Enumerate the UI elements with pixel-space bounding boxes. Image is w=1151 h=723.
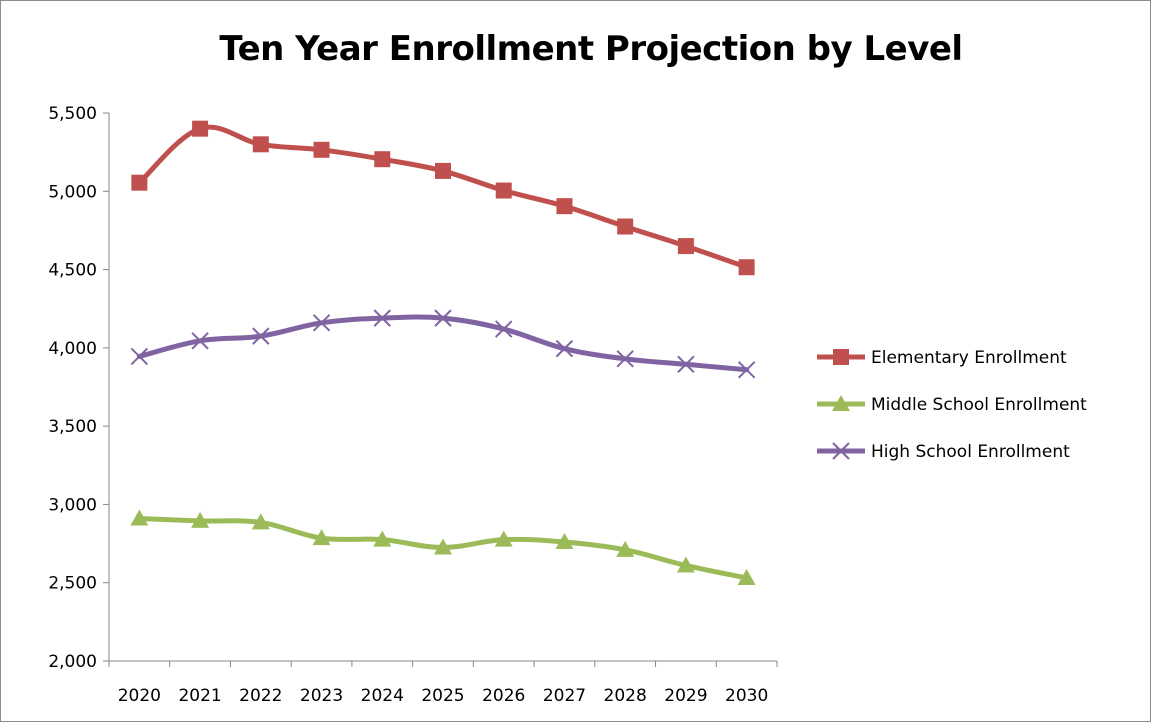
x-tick-label: 2029 — [664, 686, 707, 706]
series-middle-school-enrollment — [130, 509, 756, 586]
y-tick-label: 5,500 — [48, 104, 97, 124]
data-point-high-school-enrollment — [130, 347, 149, 366]
data-point-elementary-enrollment — [677, 238, 694, 255]
y-tick-label: 5,000 — [48, 182, 97, 202]
chart-title: Ten Year Enrollment Projection by Level — [219, 29, 963, 69]
data-point-high-school-enrollment — [312, 314, 331, 332]
x-tick-label: 2030 — [725, 686, 768, 706]
legend-swatch-marker — [833, 349, 849, 365]
data-point-high-school-enrollment — [434, 309, 452, 327]
y-tick-label: 4,500 — [48, 261, 97, 281]
y-tick-label: 3,500 — [48, 417, 97, 437]
data-point-middle-school-enrollment — [251, 513, 270, 530]
data-point-middle-school-enrollment — [737, 569, 756, 586]
data-point-elementary-enrollment — [192, 120, 209, 137]
data-point-middle-school-enrollment — [676, 556, 695, 573]
marker-stroke — [312, 314, 331, 332]
legend: Elementary Enrollment Middle School Enrol… — [817, 348, 1087, 462]
data-point-high-school-enrollment — [373, 309, 391, 327]
x-tick-label: 2020 — [118, 686, 161, 706]
x-tick-label: 2026 — [482, 686, 525, 706]
data-point-middle-school-enrollment — [616, 540, 635, 557]
data-point-elementary-enrollment — [131, 174, 148, 191]
data-point-elementary-enrollment — [617, 218, 634, 235]
data-point-high-school-enrollment — [252, 327, 270, 345]
y-tick-label: 4,000 — [48, 339, 97, 359]
series-line-elementary-enrollment — [136, 124, 750, 270]
marker-stroke — [495, 320, 513, 338]
legend-label: Middle School Enrollment — [871, 395, 1087, 415]
x-tick-label: 2027 — [543, 686, 586, 706]
legend-label: High School Enrollment — [871, 442, 1070, 462]
data-point-elementary-enrollment — [252, 136, 269, 153]
series-elementary-enrollment — [131, 120, 755, 276]
legend-item-high-school-enrollment: High School Enrollment — [817, 442, 1070, 462]
x-tick-label: 2021 — [178, 686, 221, 706]
x-tick-label: 2025 — [421, 686, 464, 706]
data-point-high-school-enrollment — [191, 332, 209, 350]
marker-stroke — [677, 355, 695, 374]
data-point-high-school-enrollment — [737, 361, 756, 379]
data-point-middle-school-enrollment — [494, 530, 513, 547]
legend-swatch-marker — [832, 442, 850, 460]
data-point-elementary-enrollment — [495, 182, 512, 199]
x-tick-label: 2023 — [300, 686, 343, 706]
data-point-elementary-enrollment — [556, 198, 573, 215]
marker-stroke — [434, 309, 452, 327]
marker-stroke — [737, 361, 756, 379]
marker-stroke — [191, 332, 209, 350]
x-tick-label: 2022 — [239, 686, 282, 706]
data-point-elementary-enrollment — [313, 141, 330, 158]
legend-swatch-marker — [832, 395, 850, 411]
data-point-elementary-enrollment — [435, 162, 451, 179]
series-high-school-enrollment — [130, 309, 756, 379]
series-layer — [130, 120, 756, 586]
y-tick-label: 3,000 — [48, 495, 97, 515]
marker-stroke — [616, 350, 634, 368]
x-tick-label: 2024 — [361, 686, 404, 706]
data-point-middle-school-enrollment — [434, 538, 452, 555]
data-point-high-school-enrollment — [555, 339, 574, 358]
axes-layer: 2,000 2,500 3,000 3,500 4,000 4,500 5,000 5,500… — [48, 104, 778, 706]
data-point-middle-school-enrollment — [191, 511, 210, 528]
data-point-high-school-enrollment — [677, 355, 695, 374]
data-point-middle-school-enrollment — [373, 530, 392, 547]
series-line-high-school-enrollment — [136, 314, 750, 373]
legend-item-elementary-enrollment: Elementary Enrollment — [817, 348, 1067, 368]
x-tick-label: 2028 — [604, 686, 647, 706]
data-point-high-school-enrollment — [495, 320, 513, 338]
marker-stroke — [130, 347, 149, 366]
data-point-middle-school-enrollment — [130, 509, 149, 526]
data-point-elementary-enrollment — [738, 259, 755, 276]
marker-stroke — [555, 339, 574, 358]
marker-stroke — [832, 442, 850, 460]
legend-item-middle-school-enrollment: Middle School Enrollment — [817, 395, 1087, 415]
data-point-elementary-enrollment — [374, 151, 391, 168]
data-point-high-school-enrollment — [616, 350, 634, 368]
y-tick-label: 2,500 — [48, 574, 97, 594]
data-point-middle-school-enrollment — [312, 529, 331, 546]
legend-label: Elementary Enrollment — [871, 348, 1067, 368]
marker-stroke — [252, 327, 270, 345]
marker-stroke — [373, 309, 391, 327]
y-tick-label: 2,000 — [48, 652, 97, 672]
data-point-middle-school-enrollment — [555, 533, 574, 550]
